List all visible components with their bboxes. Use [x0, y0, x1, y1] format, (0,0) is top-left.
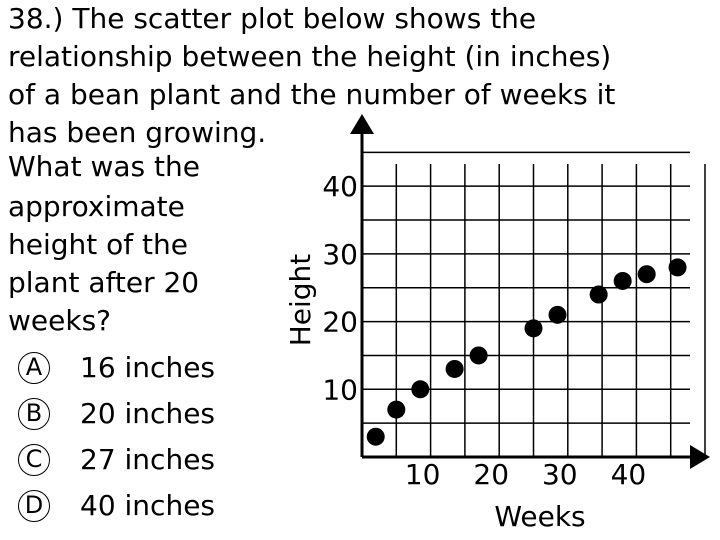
prompt-line-1: What was the — [8, 150, 200, 183]
choice-a-letter: A — [18, 352, 50, 384]
x-tick-label: 20 — [473, 458, 509, 491]
chart-grid — [362, 151, 706, 457]
scatter-point — [387, 400, 406, 419]
choice-b-text: 20 inches — [80, 397, 216, 430]
question-line-2: relationship between the height (in inch… — [8, 40, 612, 73]
scatter-point — [469, 346, 488, 365]
y-axis-label: Height — [284, 254, 317, 347]
choice-a[interactable]: A 16 inches — [18, 350, 215, 385]
scatter-point — [589, 285, 608, 304]
chart-axes — [350, 114, 710, 469]
choice-d-letter: D — [18, 490, 50, 522]
y-tick-label: 30 — [322, 238, 358, 271]
scatter-point — [613, 271, 632, 290]
prompt-line-5: weeks? — [8, 304, 112, 337]
prompt-line-3: height of the — [8, 228, 188, 261]
y-tick-label: 40 — [322, 170, 358, 203]
choice-b-letter: B — [18, 398, 50, 430]
choice-c-text: 27 inches — [80, 443, 216, 476]
choice-c[interactable]: C 27 inches — [18, 442, 215, 477]
choice-d[interactable]: D 40 inches — [18, 488, 215, 523]
scatter-point — [411, 380, 430, 399]
scatter-point — [668, 258, 687, 277]
x-axis-label: Weeks — [494, 500, 585, 533]
y-tick-label: 10 — [322, 373, 358, 406]
x-tick-label: 30 — [542, 458, 578, 491]
scatter-point — [637, 265, 656, 284]
question-line-3: of a bean plant and the number of weeks … — [8, 78, 616, 111]
question-line-1: 38.) The scatter plot below shows the — [8, 2, 537, 35]
question-line-4: has been growing. — [8, 116, 267, 149]
scatter-point — [366, 427, 385, 446]
scatter-point — [548, 305, 567, 324]
choice-c-letter: C — [18, 444, 50, 476]
scatter-point — [524, 319, 543, 338]
choice-a-text: 16 inches — [80, 351, 216, 384]
prompt-line-2: approximate — [8, 190, 185, 223]
prompt-line-4: plant after 20 — [8, 266, 200, 299]
chart-points — [366, 258, 687, 446]
x-axis-arrow-icon — [690, 445, 710, 469]
choice-d-text: 40 inches — [80, 489, 216, 522]
chart-tick-labels: 10 20 30 40 10 20 30 40 — [322, 170, 646, 491]
choice-b[interactable]: B 20 inches — [18, 396, 215, 431]
scatter-point — [445, 359, 464, 378]
x-tick-label: 10 — [405, 458, 441, 491]
y-tick-label: 20 — [322, 306, 358, 339]
y-axis-arrow-icon — [350, 114, 374, 134]
x-tick-label: 40 — [611, 458, 647, 491]
